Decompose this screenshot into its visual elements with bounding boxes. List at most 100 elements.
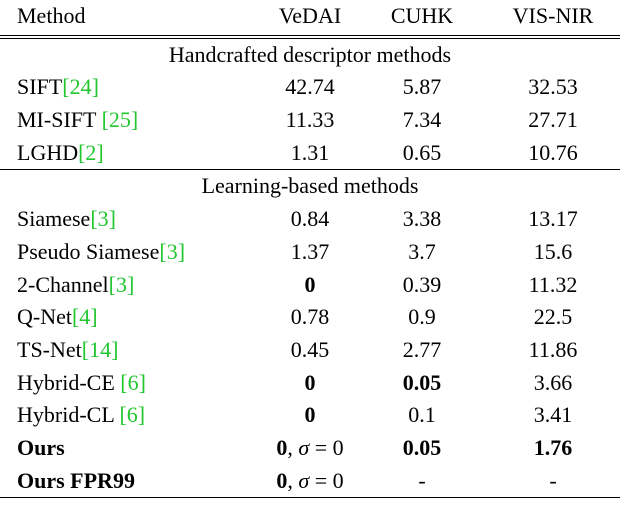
cuhk-value: 0.05 (402, 434, 442, 460)
method-cell: TS-Net[14] (17, 334, 118, 367)
vis-nir-value: 11.32 (528, 271, 578, 297)
vis-nir-value: - (549, 467, 557, 493)
sigma-symbol: σ (298, 434, 310, 460)
table-row: Siamese[3] 0.84 3.38 13.17 (0, 203, 620, 236)
cuhk-value: 3.38 (402, 206, 442, 232)
vedai-value: 0, σ = 0 (276, 432, 343, 465)
vedai-value: 0 (304, 369, 316, 395)
value-separator: , (287, 467, 299, 493)
citation-link[interactable]: [14] (81, 336, 119, 362)
vedai-value: 0 (304, 271, 316, 297)
citation-link[interactable]: [4] (71, 304, 98, 330)
method-cell: Q-Net[4] (17, 301, 98, 334)
sigma-value: = 0 (309, 434, 344, 460)
table-row: 2-Channel[3] 0 0.39 11.32 (0, 269, 620, 302)
method-cell: MI-SIFT [25] (17, 104, 138, 137)
table-row: Hybrid-CE [6] 0 0.05 3.66 (0, 367, 620, 400)
citation-link[interactable]: [2] (78, 139, 104, 165)
method-name: Siamese (17, 206, 91, 232)
table-row: SIFT[24] 42.74 5.87 32.53 (0, 71, 620, 104)
method-cell: 2-Channel[3] (17, 269, 134, 302)
cuhk-value: 3.7 (408, 238, 436, 264)
table-row: Hybrid-CL [6] 0 0.1 3.41 (0, 399, 620, 432)
vedai-value: 0.45 (290, 336, 330, 362)
table-row: TS-Net[14] 0.45 2.77 11.86 (0, 334, 620, 367)
results-table: Method VeDAI CUHK VIS-NIR Handcrafted de… (0, 0, 620, 499)
cuhk-value: 0.05 (402, 369, 442, 395)
vis-nir-value: 3.41 (533, 402, 573, 428)
value-separator: , (287, 434, 299, 460)
vis-nir-value: 13.17 (528, 206, 578, 232)
method-cell: LGHD[2] (17, 137, 104, 170)
header-cuhk: CUHK (390, 3, 454, 28)
citation-link[interactable]: [25] (101, 107, 139, 133)
citation-link[interactable]: [6] (119, 402, 146, 428)
vis-nir-value: 1.76 (533, 434, 573, 460)
vedai-value: 1.37 (290, 238, 330, 264)
method-name: Hybrid-CL (17, 402, 120, 428)
method-name: MI-SIFT (17, 107, 102, 133)
header-vedai: VeDAI (278, 3, 342, 28)
citation-link[interactable]: [3] (159, 238, 186, 264)
vis-nir-value: 22.5 (533, 304, 573, 330)
cuhk-value: 0.39 (402, 271, 442, 297)
vis-nir-value: 15.6 (533, 238, 573, 264)
cuhk-value: 0.65 (402, 139, 442, 165)
sigma-value: = 0 (309, 467, 344, 493)
table-row: Q-Net[4] 0.78 0.9 22.5 (0, 301, 620, 334)
method-name: Hybrid-CE (17, 369, 121, 395)
cuhk-value: 0.9 (408, 304, 436, 330)
method-cell: Siamese[3] (17, 203, 116, 236)
sigma-symbol: σ (298, 467, 310, 493)
citation-link[interactable]: [6] (120, 369, 146, 395)
vedai-value: 1.31 (290, 139, 330, 165)
section-rule (0, 169, 620, 171)
cuhk-value: 2.77 (402, 336, 442, 362)
header-vis-nir: VIS-NIR (512, 3, 594, 28)
method-name: 2-Channel (17, 271, 109, 297)
citation-link[interactable]: [3] (90, 206, 116, 232)
vis-nir-value: 32.53 (528, 74, 578, 100)
table-row-ours: Ours 0, σ = 0 0.05 1.76 (0, 432, 620, 465)
vedai-value: 0 (304, 402, 316, 428)
method-name: TS-Net (17, 336, 82, 362)
vedai-value: 0.78 (290, 304, 330, 330)
cuhk-value: 5.87 (402, 74, 442, 100)
header-rule-bottom (0, 37, 620, 39)
table-row-ours-fpr99: Ours FPR99 0, σ = 0 - - (0, 465, 620, 498)
method-name: SIFT (17, 74, 63, 100)
section-title-learning: Learning-based methods (201, 173, 419, 199)
bottom-rule (0, 497, 620, 499)
method-cell: SIFT[24] (17, 71, 99, 104)
method-name: Ours (17, 434, 65, 460)
value-zero: 0 (276, 434, 288, 460)
method-cell: Hybrid-CL [6] (17, 399, 145, 432)
value-zero: 0 (276, 467, 288, 493)
citation-link[interactable]: [24] (62, 74, 99, 100)
table-row: MI-SIFT [25] 11.33 7.34 27.71 (0, 104, 620, 137)
method-name: Ours FPR99 (17, 467, 135, 493)
vedai-value: 11.33 (285, 107, 335, 133)
header-method: Method (17, 3, 86, 28)
cuhk-value: - (418, 467, 426, 493)
vedai-value: 42.74 (285, 74, 335, 100)
method-name: Q-Net (17, 304, 72, 330)
method-cell: Pseudo Siamese[3] (17, 236, 185, 269)
header-rule-top (0, 34, 620, 36)
citation-link[interactable]: [3] (108, 271, 135, 297)
method-name: Pseudo Siamese (17, 238, 160, 264)
table-row: Pseudo Siamese[3] 1.37 3.7 15.6 (0, 236, 620, 269)
vedai-value: 0, σ = 0 (276, 465, 343, 498)
vis-nir-value: 27.71 (528, 107, 578, 133)
table-row: LGHD[2] 1.31 0.65 10.76 (0, 137, 620, 170)
header-row: Method VeDAI CUHK VIS-NIR (0, 0, 620, 33)
cuhk-value: 7.34 (402, 107, 442, 133)
method-cell: Hybrid-CE [6] (17, 367, 146, 400)
section-title-handcrafted: Handcrafted descriptor methods (168, 41, 452, 67)
vis-nir-value: 10.76 (528, 139, 578, 165)
vedai-value: 0.84 (290, 206, 330, 232)
vis-nir-value: 3.66 (533, 369, 573, 395)
cuhk-value: 0.1 (408, 402, 436, 428)
vis-nir-value: 11.86 (528, 336, 578, 362)
method-name: LGHD (17, 139, 79, 165)
